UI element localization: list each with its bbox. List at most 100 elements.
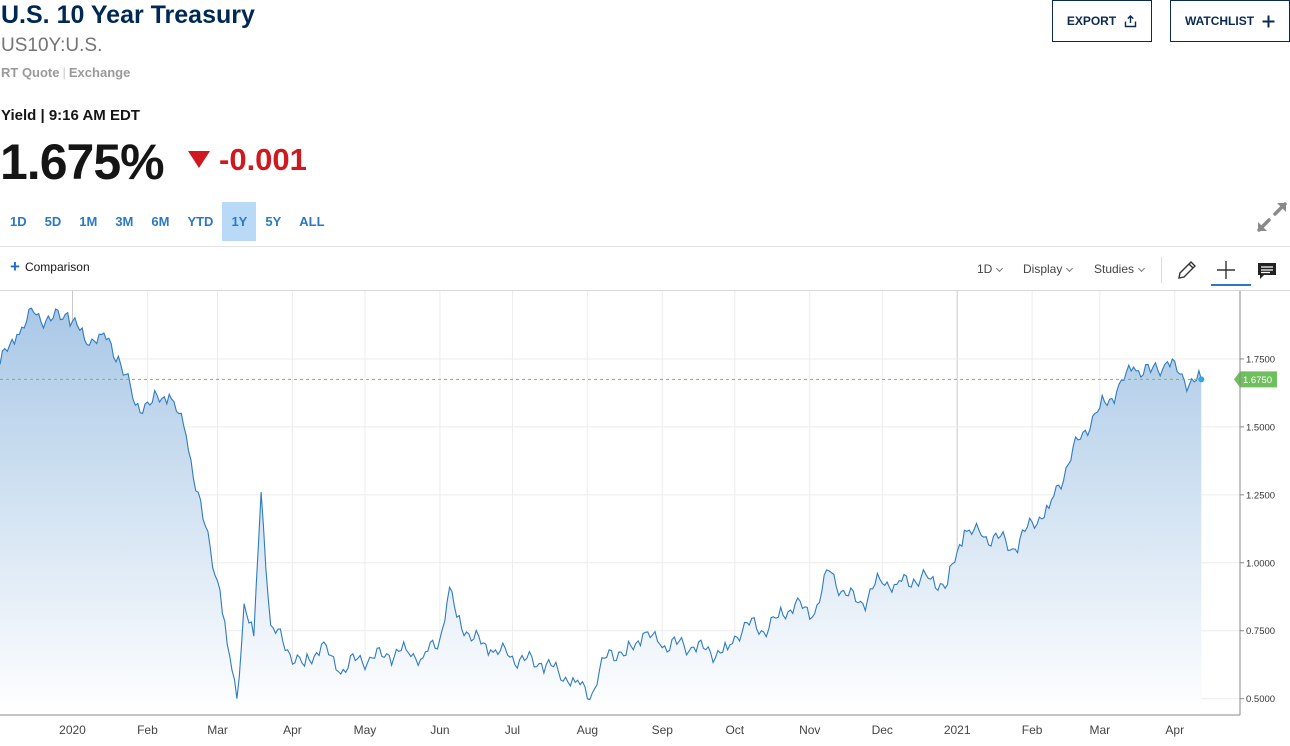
range-ytd[interactable]: YTD: [187, 214, 214, 229]
data-point[interactable]: [641, 632, 645, 636]
data-point[interactable]: [32, 311, 36, 315]
chevron-down-icon: [996, 264, 1004, 273]
data-point[interactable]: [387, 653, 391, 657]
data-point[interactable]: [259, 490, 263, 494]
range-1d[interactable]: 1D: [10, 214, 27, 229]
y-tick-label: 1.2500: [1246, 490, 1275, 501]
data-point[interactable]: [539, 661, 543, 665]
data-point[interactable]: [793, 602, 797, 606]
data-point[interactable]: [776, 615, 780, 619]
chart-area[interactable]: 1.6750 0.5000 0.7500 1.0000 1.2500 1.5000 1.75…: [0, 291, 1290, 746]
range-3m[interactable]: 3M: [115, 214, 134, 229]
data-point[interactable]: [895, 583, 899, 587]
comparison-button[interactable]: + Comparison: [10, 258, 90, 275]
data-point[interactable]: [523, 659, 527, 663]
data-point[interactable]: [225, 642, 229, 646]
range-6m[interactable]: 6M: [151, 214, 170, 229]
export-button[interactable]: EXPORT: [1052, 0, 1152, 42]
data-point[interactable]: [404, 648, 408, 652]
range-1y[interactable]: 1Y: [222, 202, 257, 241]
data-point[interactable]: [235, 697, 239, 701]
data-point[interactable]: [709, 651, 713, 655]
data-point[interactable]: [1166, 360, 1170, 364]
data-point[interactable]: [455, 615, 459, 619]
data-point[interactable]: [167, 392, 171, 396]
pencil-icon[interactable]: [1176, 259, 1198, 281]
data-point[interactable]: [590, 691, 594, 695]
data-point[interactable]: [201, 517, 205, 521]
data-point[interactable]: [150, 400, 154, 404]
data-point[interactable]: [66, 311, 70, 315]
series-line[interactable]: [0, 307, 1202, 701]
data-point[interactable]: [336, 670, 340, 674]
interval-dropdown[interactable]: 1D: [977, 262, 1004, 276]
data-point[interactable]: [242, 602, 246, 606]
expand-icon[interactable]: [1255, 200, 1289, 234]
y-tick-label: 1.0000: [1246, 558, 1275, 569]
display-dropdown[interactable]: Display: [1023, 262, 1074, 276]
comment-icon[interactable]: [1256, 259, 1278, 281]
data-point[interactable]: [1081, 430, 1085, 434]
data-point[interactable]: [759, 629, 763, 633]
range-1m[interactable]: 1M: [79, 214, 98, 229]
data-point[interactable]: [506, 653, 510, 657]
data-point[interactable]: [929, 577, 933, 581]
data-point[interactable]: [370, 656, 374, 660]
data-point[interactable]: [675, 642, 679, 646]
data-point[interactable]: [573, 680, 577, 684]
data-point[interactable]: [269, 623, 273, 627]
data-point[interactable]: [49, 319, 53, 323]
data-point[interactable]: [421, 656, 425, 660]
data-point[interactable]: [743, 621, 747, 625]
data-point[interactable]: [1047, 506, 1051, 510]
data-point[interactable]: [607, 648, 611, 652]
data-point[interactable]: [861, 602, 865, 606]
data-point[interactable]: [489, 648, 493, 652]
data-point[interactable]: [133, 403, 137, 407]
data-point[interactable]: [83, 338, 87, 342]
data-point[interactable]: [912, 577, 916, 581]
data-point[interactable]: [218, 588, 222, 592]
data-point[interactable]: [184, 433, 188, 437]
data-point[interactable]: [692, 645, 696, 649]
studies-label: Studies: [1094, 262, 1135, 276]
data-point[interactable]: [1030, 520, 1034, 524]
data-point[interactable]: [1098, 406, 1102, 410]
data-point[interactable]: [946, 583, 950, 587]
data-point[interactable]: [624, 653, 628, 657]
data-point[interactable]: [1149, 371, 1153, 375]
range-5y[interactable]: 5Y: [265, 214, 282, 229]
range-all[interactable]: ALL: [299, 214, 325, 229]
data-point[interactable]: [303, 664, 307, 668]
data-point[interactable]: [438, 637, 442, 641]
data-point[interactable]: [116, 354, 120, 358]
data-point[interactable]: [1013, 547, 1017, 551]
data-point[interactable]: [1064, 466, 1068, 470]
data-point[interactable]: [100, 333, 104, 337]
data-point[interactable]: [658, 642, 662, 646]
data-point[interactable]: [1132, 365, 1136, 369]
range-5d[interactable]: 5D: [44, 214, 62, 229]
data-point[interactable]: [810, 615, 814, 619]
data-point[interactable]: [844, 593, 848, 597]
watchlist-button[interactable]: WATCHLIST: [1170, 0, 1290, 42]
data-point[interactable]: [878, 577, 882, 581]
data-point[interactable]: [996, 536, 1000, 540]
data-point[interactable]: [979, 534, 983, 538]
data-point[interactable]: [320, 642, 324, 646]
studies-dropdown[interactable]: Studies: [1094, 262, 1146, 276]
data-point[interactable]: [556, 670, 560, 674]
data-point[interactable]: [962, 528, 966, 532]
data-point[interactable]: [1115, 390, 1119, 394]
yield-chart[interactable]: 1.6750 0.5000 0.7500 1.0000 1.2500 1.5000 1.75…: [0, 291, 1290, 746]
data-point[interactable]: [15, 333, 19, 337]
data-point[interactable]: [286, 648, 290, 652]
data-point[interactable]: [472, 637, 476, 641]
data-point[interactable]: [726, 648, 730, 652]
price-change: -0.001: [219, 142, 307, 177]
data-point[interactable]: [353, 659, 357, 663]
crosshair-icon[interactable]: [1215, 259, 1237, 281]
data-point[interactable]: [827, 569, 831, 573]
data-point[interactable]: [252, 634, 256, 638]
data-point[interactable]: [448, 585, 452, 589]
